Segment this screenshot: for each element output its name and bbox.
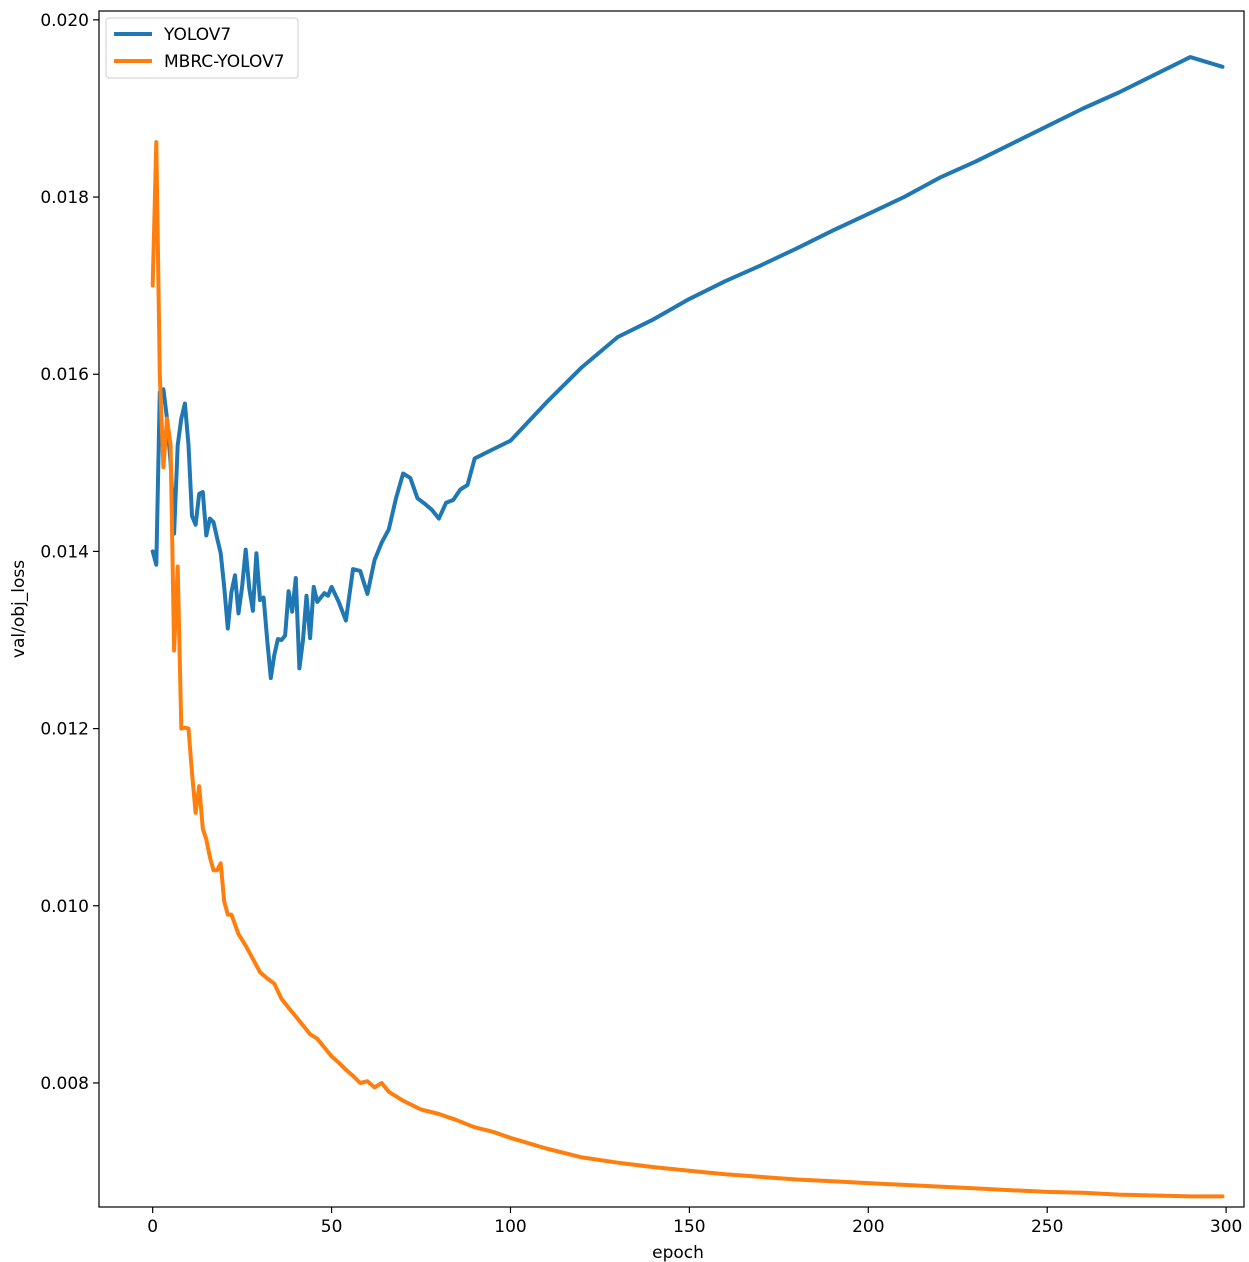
y-tick-label: 0.010 <box>40 897 89 917</box>
y-axis: 0.008 0.010 0.012 0.014 0.016 0.018 0.020 <box>40 11 99 1094</box>
plot-area <box>99 11 1244 1207</box>
x-tick-label: 250 <box>1031 1217 1063 1237</box>
x-axis-label: epoch <box>652 1243 704 1262</box>
y-axis-label: val/obj_loss <box>9 560 29 658</box>
x-tick-label: 0 <box>147 1217 158 1237</box>
y-tick-label: 0.008 <box>40 1074 89 1094</box>
legend-box <box>105 17 299 79</box>
series-line-yolov7 <box>150 55 1225 681</box>
series-layer <box>150 55 1225 1199</box>
y-tick-label: 0.016 <box>40 365 89 385</box>
series-line-mbrc-yolov7 <box>150 140 1225 1199</box>
x-tick-label: 100 <box>494 1217 526 1237</box>
legend-label-mbrc-yolov7: MBRC-YOLOV7 <box>164 52 285 72</box>
x-tick-label: 150 <box>673 1217 705 1237</box>
plot-frame <box>98 10 1245 1208</box>
x-tick-label: 50 <box>321 1217 343 1237</box>
x-axis: 0 50 100 150 200 250 300 <box>147 1207 1242 1237</box>
legend: YOLOV7 MBRC-YOLOV7 <box>105 17 299 79</box>
y-tick-label: 0.018 <box>40 188 89 208</box>
x-tick-label: 300 <box>1210 1217 1242 1237</box>
y-tick-label: 0.020 <box>40 11 89 31</box>
legend-label-yolov7: YOLOV7 <box>163 25 231 45</box>
y-tick-label: 0.012 <box>40 720 89 740</box>
x-tick-label: 200 <box>852 1217 884 1237</box>
y-tick-label: 0.014 <box>40 542 89 562</box>
